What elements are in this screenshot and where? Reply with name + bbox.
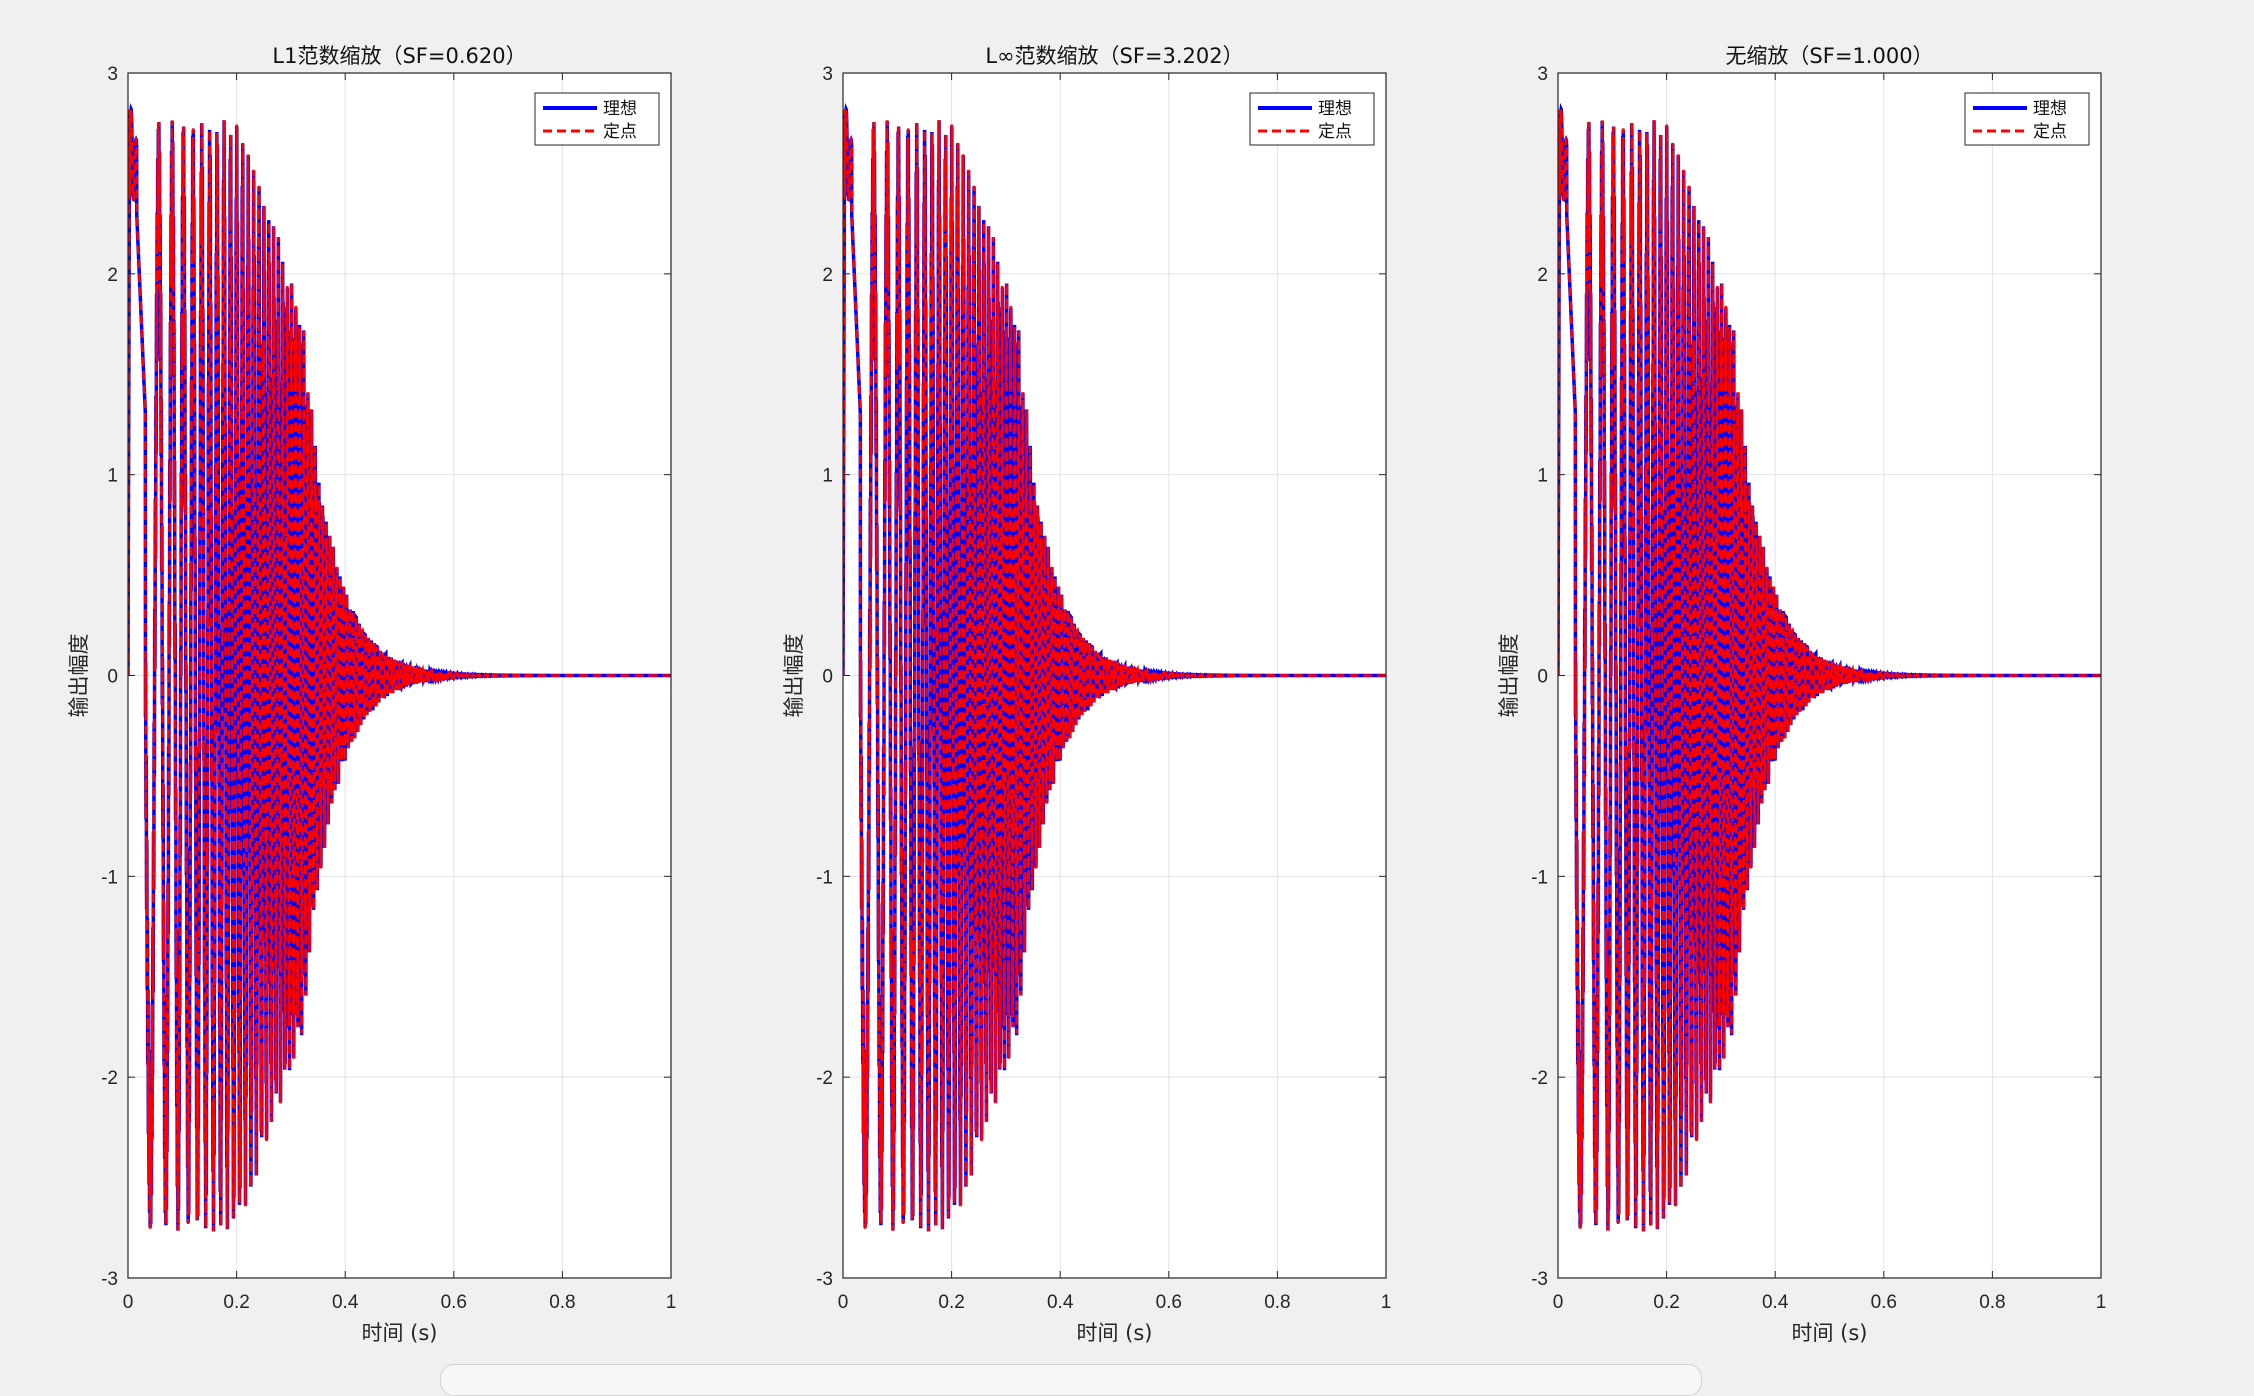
y-tick-label: 3 <box>822 64 833 85</box>
y-tick-label: 0 <box>822 667 833 688</box>
x-tick-label: 0.8 <box>1979 1292 2005 1313</box>
y-axis-label: 输出幅度 <box>67 634 91 718</box>
legend-box <box>1964 92 2090 146</box>
series-fixed-line <box>1558 104 2101 1232</box>
x-tick-label: 0.4 <box>1762 1292 1789 1313</box>
x-tick-label: 0.2 <box>223 1292 249 1313</box>
x-axis-label: 时间 (s) <box>1076 1321 1152 1345</box>
y-tick-label: -1 <box>1531 867 1548 888</box>
series-fixed-line <box>843 104 1386 1232</box>
y-tick-label: 3 <box>107 64 118 85</box>
y-tick-label: -1 <box>101 867 118 888</box>
x-tick-label: 0 <box>123 1292 134 1313</box>
y-tick-label: -3 <box>101 1269 118 1290</box>
x-tick-label: 1 <box>2096 1292 2107 1313</box>
chart-title: L∞范数缩放（SF=3.202） <box>985 44 1243 68</box>
x-tick-label: 0.8 <box>549 1292 575 1313</box>
x-tick-label: 1 <box>1381 1292 1392 1313</box>
y-tick-label: 2 <box>822 265 833 286</box>
legend-box <box>1249 92 1375 146</box>
y-axis-label: 输出幅度 <box>782 634 806 718</box>
x-tick-label: 1 <box>666 1292 677 1313</box>
y-tick-label: -2 <box>1531 1068 1548 1089</box>
legend-ideal-label: 理想 <box>2033 99 2067 119</box>
y-tick-label: 0 <box>107 667 118 688</box>
x-axis-label: 时间 (s) <box>1791 1321 1867 1345</box>
x-tick-label: 0.4 <box>1047 1292 1074 1313</box>
x-axis-label: 时间 (s) <box>361 1321 437 1345</box>
chart-panel-2: 0 0.2 0.4 0.6 0.8 1 3 2 1 0 -1 -2 -3 L∞范数缩放（SF=3.202）… <box>782 44 1391 1345</box>
x-tick-label: 0 <box>1553 1292 1564 1313</box>
x-tick-label: 0.6 <box>1156 1292 1182 1313</box>
y-tick-label: 1 <box>1537 466 1548 487</box>
chart-title: 无缩放（SF=1.000） <box>1725 44 1933 68</box>
y-tick-label: 1 <box>822 466 833 487</box>
y-tick-label: -2 <box>101 1068 118 1089</box>
legend-ideal-label: 理想 <box>603 99 637 119</box>
x-tick-label: 0.8 <box>1264 1292 1290 1313</box>
series-fixed-line <box>128 104 671 1232</box>
y-tick-label: -3 <box>816 1269 833 1290</box>
chart-title: L1范数缩放（SF=0.620） <box>272 44 526 68</box>
x-tick-label: 0.2 <box>1653 1292 1679 1313</box>
y-tick-label: 0 <box>1537 667 1548 688</box>
legend-fixed-label: 定点 <box>2033 122 2067 142</box>
y-tick-label: 2 <box>1537 265 1548 286</box>
figure-toolbar[interactable] <box>440 1364 1702 1396</box>
x-tick-label: 0.4 <box>332 1292 359 1313</box>
y-tick-label: 1 <box>107 466 118 487</box>
chart-panel-3: 0 0.2 0.4 0.6 0.8 1 3 2 1 0 -1 -2 -3 无缩放（SF=1.000） 时间 … <box>1497 44 2106 1345</box>
x-tick-label: 0.6 <box>441 1292 467 1313</box>
y-axis-label: 输出幅度 <box>1497 634 1521 718</box>
x-tick-label: 0 <box>838 1292 849 1313</box>
y-tick-label: -2 <box>816 1068 833 1089</box>
y-tick-label: 3 <box>1537 64 1548 85</box>
x-tick-label: 0.6 <box>1871 1292 1897 1313</box>
x-tick-label: 0.2 <box>938 1292 964 1313</box>
y-tick-label: -1 <box>816 867 833 888</box>
legend-fixed-label: 定点 <box>1318 122 1352 142</box>
y-tick-label: -3 <box>1531 1269 1548 1290</box>
chart-panel-1: 0 0.2 0.4 0.6 0.8 1 3 2 1 0 -1 -2 -3 L1范数缩放（SF=0.620）… <box>67 44 676 1345</box>
legend-fixed-label: 定点 <box>603 122 637 142</box>
y-tick-label: 2 <box>107 265 118 286</box>
legend-box <box>534 92 660 146</box>
legend-ideal-label: 理想 <box>1318 99 1352 119</box>
